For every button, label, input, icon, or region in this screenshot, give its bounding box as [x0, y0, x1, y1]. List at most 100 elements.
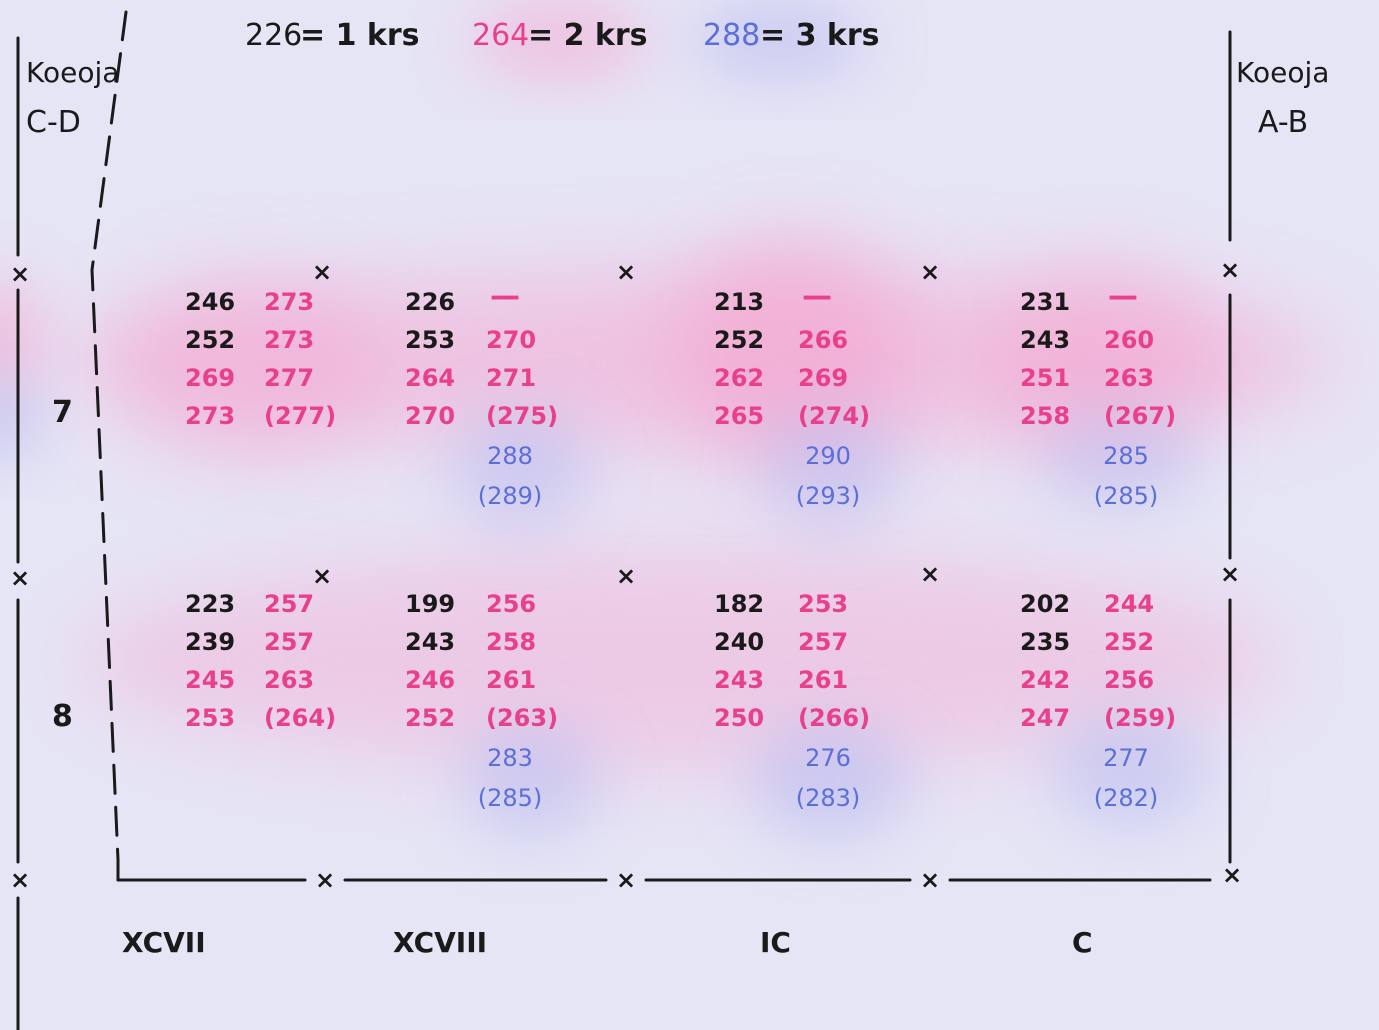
- cell-r0c2-left-2: 262: [714, 364, 764, 392]
- right-trial-label: Koeoja A-B: [1236, 56, 1329, 140]
- cell-r1c2-left-2: 243: [714, 666, 764, 694]
- row-label-7: 7: [52, 395, 73, 430]
- cell-r1c2-left-0: 182: [714, 590, 764, 618]
- right-label-line1: Koeoja: [1236, 56, 1329, 89]
- cell-r1c2-blue-1: (283): [796, 784, 861, 812]
- cell-r1c0-right-3: (264): [264, 704, 336, 732]
- cell-r1c2-right-0: 253: [798, 590, 848, 618]
- legend-num-1: 226: [245, 18, 302, 53]
- cell-r1c1-right-0: 256: [486, 590, 536, 618]
- marker-x-2: ×: [616, 258, 636, 286]
- cell-r0c0-left-1: 252: [185, 326, 235, 354]
- cell-r0c0-right-0: 273: [264, 288, 314, 316]
- cell-r0c3-right-1: 260: [1104, 326, 1154, 354]
- marker-x-13: ×: [920, 866, 940, 894]
- legend-text-1: = 1 krs: [300, 18, 420, 53]
- cell-r0c0-left-3: 273: [185, 402, 235, 430]
- cell-r0c0-left-2: 269: [185, 364, 235, 392]
- cell-r0c2-blue-0: 290: [805, 442, 851, 470]
- cell-r0c1-right-3: (275): [486, 402, 558, 430]
- cell-r0c3-right-2: 263: [1104, 364, 1154, 392]
- col-label-xcvii: XCVII: [122, 926, 206, 959]
- cell-r1c3-left-3: 247: [1020, 704, 1070, 732]
- marker-x-11: ×: [315, 866, 335, 894]
- cell-r1c2-left-3: 250: [714, 704, 764, 732]
- cell-r0c2-left-0: 213: [714, 288, 764, 316]
- cell-r1c0-right-1: 257: [264, 628, 314, 656]
- cell-r1c3-left-0: 202: [1020, 590, 1070, 618]
- legend-text-2: = 2 krs: [528, 18, 648, 53]
- legend-num-3: 288: [703, 18, 760, 53]
- legend-num-2: 264: [472, 18, 529, 53]
- marker-x-0: ×: [10, 260, 30, 288]
- marker-x-9: ×: [1220, 560, 1240, 588]
- cell-r0c3-right-0: —: [1108, 279, 1138, 314]
- col-label-ic: IC: [760, 926, 791, 959]
- cell-r1c1-left-3: 252: [405, 704, 455, 732]
- cell-r0c1-blue-1: (289): [478, 482, 543, 510]
- marker-x-1: ×: [312, 258, 332, 286]
- cell-r1c1-right-2: 261: [486, 666, 536, 694]
- cell-r1c0-right-0: 257: [264, 590, 314, 618]
- cell-r1c3-blue-0: 277: [1103, 744, 1149, 772]
- marker-x-14: ×: [1222, 861, 1242, 889]
- cell-r1c3-right-3: (259): [1104, 704, 1176, 732]
- cell-r1c2-right-3: (266): [798, 704, 870, 732]
- left-trial-label: Koeoja C-D: [26, 56, 119, 140]
- cell-r0c3-left-3: 258: [1020, 402, 1070, 430]
- cell-r0c1-right-0: —: [490, 279, 520, 314]
- color-wash: [0, 0, 1340, 840]
- cell-r1c0-left-3: 253: [185, 704, 235, 732]
- cell-r0c1-left-0: 226: [405, 288, 455, 316]
- cell-r1c3-right-1: 252: [1104, 628, 1154, 656]
- cell-r1c3-right-2: 256: [1104, 666, 1154, 694]
- cell-r1c2-blue-0: 276: [805, 744, 851, 772]
- marker-x-4: ×: [1220, 256, 1240, 284]
- left-label-line1: Koeoja: [26, 56, 119, 89]
- cell-r1c1-blue-1: (285): [478, 784, 543, 812]
- cell-r0c2-left-3: 265: [714, 402, 764, 430]
- cell-r0c2-left-1: 252: [714, 326, 764, 354]
- marker-x-10: ×: [10, 866, 30, 894]
- cell-r0c3-right-3: (267): [1104, 402, 1176, 430]
- cell-r1c1-left-0: 199: [405, 590, 455, 618]
- cell-r1c1-left-1: 243: [405, 628, 455, 656]
- marker-x-3: ×: [920, 258, 940, 286]
- cell-r1c3-left-1: 235: [1020, 628, 1070, 656]
- cell-r1c0-right-2: 263: [264, 666, 314, 694]
- cell-r0c1-left-3: 270: [405, 402, 455, 430]
- plot-markers: × × × × × × × × × × × × × × ×: [10, 256, 1242, 894]
- cell-r0c0-right-3: (277): [264, 402, 336, 430]
- right-label-line2: A-B: [1258, 105, 1308, 140]
- cell-r1c2-left-1: 240: [714, 628, 764, 656]
- col-label-xcviii: XCVIII: [393, 926, 487, 959]
- cell-r0c1-right-1: 270: [486, 326, 536, 354]
- cell-r1c0-left-0: 223: [185, 590, 235, 618]
- plot-lines: [16, 30, 1232, 1030]
- cell-r0c2-right-0: —: [802, 279, 832, 314]
- cell-r0c2-right-3: (274): [798, 402, 870, 430]
- cell-r1c3-blue-1: (282): [1094, 784, 1159, 812]
- cell-r0c3-blue-0: 285: [1103, 442, 1149, 470]
- cell-r0c3-left-0: 231: [1020, 288, 1070, 316]
- marker-x-8: ×: [920, 560, 940, 588]
- cell-r1c1-right-3: (263): [486, 704, 558, 732]
- marker-x-7: ×: [616, 562, 636, 590]
- cell-r1c0-left-2: 245: [185, 666, 235, 694]
- col-label-c: C: [1072, 926, 1093, 959]
- cell-r0c0-right-2: 277: [264, 364, 314, 392]
- cell-r1c0-left-1: 239: [185, 628, 235, 656]
- marker-x-5: ×: [10, 564, 30, 592]
- cell-r0c1-left-1: 253: [405, 326, 455, 354]
- cell-r0c2-right-1: 266: [798, 326, 848, 354]
- left-label-line2: C-D: [26, 105, 81, 140]
- cell-r0c3-blue-1: (285): [1094, 482, 1159, 510]
- cell-r0c1-blue-0: 288: [487, 442, 533, 470]
- cell-r1c1-right-1: 258: [486, 628, 536, 656]
- cell-r1c1-blue-0: 283: [487, 744, 533, 772]
- row-label-8: 8: [52, 699, 73, 734]
- marker-x-12: ×: [616, 866, 636, 894]
- dashed-boundary: [90, 10, 128, 862]
- cell-r0c3-left-1: 243: [1020, 326, 1070, 354]
